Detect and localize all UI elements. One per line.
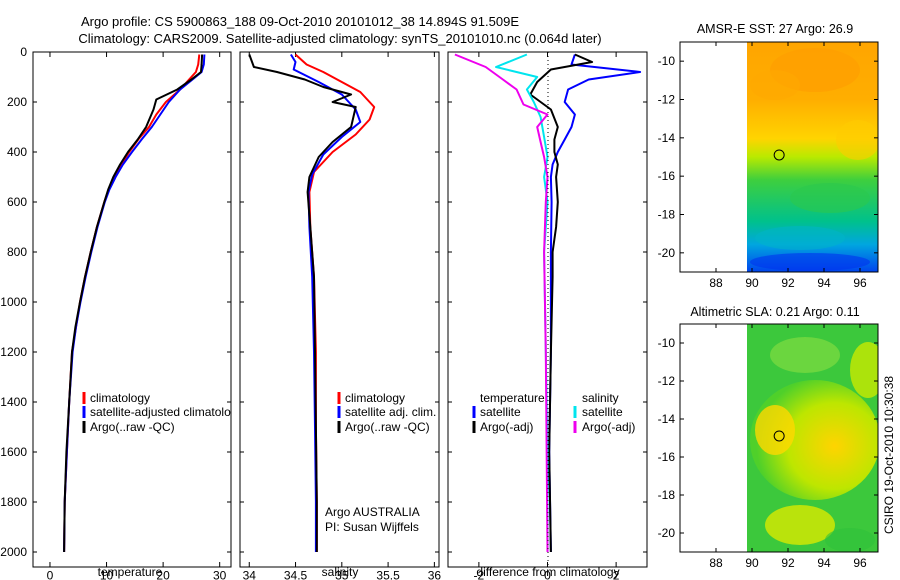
series-line-argo-raw-qc	[63, 54, 204, 553]
sst-lat-tick-label: -18	[658, 208, 676, 222]
sla-lon-tick-label: 88	[709, 556, 723, 570]
sla-lon-tick-label: 96	[853, 556, 867, 570]
sla-lat-tick-label: -14	[658, 412, 676, 426]
sst-lon-tick-label: 90	[745, 276, 759, 290]
series-line-temperature-argo-adj	[529, 53, 594, 553]
sla-lat-tick-label: -20	[658, 526, 676, 540]
sla-map-frame	[679, 323, 879, 553]
y-tick-label: 1400	[0, 395, 27, 409]
x-tick-label: 2	[613, 569, 620, 580]
legend-label-argo: Argo(..raw -QC)	[90, 420, 175, 434]
sst-lat-tick-label: -14	[658, 131, 676, 145]
legend-label-climatology: climatology	[345, 391, 405, 405]
difference-legend: temperature salinity satellite Argo(-adj…	[472, 391, 635, 434]
y-tick-label: 1200	[0, 345, 27, 359]
legend-label-argo: Argo(..raw -QC)	[345, 420, 430, 434]
y-tick-label: 1000	[0, 295, 27, 309]
sst-argo-position-marker	[773, 149, 785, 161]
x-tick-label: 0	[47, 569, 54, 580]
legend-label-temp-satellite: satellite	[480, 405, 521, 419]
sla-lat-tick-label: -12	[658, 374, 676, 388]
legend-title-salinity: salinity	[582, 391, 619, 405]
legend-label-sal-argo: Argo(-adj)	[582, 420, 635, 434]
sla-lon-tick-label: 94	[817, 556, 831, 570]
legend-label-temp-argo: Argo(-adj)	[480, 420, 533, 434]
sla-lon-tick-label: 92	[781, 556, 795, 570]
x-tick-label: 35	[335, 569, 349, 580]
y-tick-label: 0	[20, 45, 27, 59]
x-tick-label: 30	[213, 569, 227, 580]
sst-lon-tick-label: 92	[781, 276, 795, 290]
legend-label-satellite: satellite-adjusted climatology	[90, 405, 243, 419]
legend-title-temperature: temperature	[480, 391, 545, 405]
salinity-series	[248, 53, 376, 552]
figure-title-line1: Argo profile: CS 5900863_188 09-Oct-2010…	[81, 14, 519, 29]
figure-title-line2: Climatology: CARS2009. Satellite-adjuste…	[78, 31, 601, 46]
y-tick-label: 600	[7, 195, 27, 209]
sst-lon-tick-label: 94	[817, 276, 831, 290]
salinity-xlabel: salinity	[322, 565, 359, 579]
sla-map-title: Altimetric SLA: 0.21 Argo: 0.11	[690, 305, 859, 319]
y-tick-label: 800	[7, 245, 27, 259]
x-tick-label: -2	[474, 569, 485, 580]
credit-stamp: CSIRO 19-Oct-2010 10:30:38	[882, 376, 896, 534]
y-tick-label: 2000	[0, 545, 27, 559]
x-tick-label: 20	[156, 569, 170, 580]
sst-map-frame	[679, 41, 879, 273]
x-tick-label: 34	[243, 569, 257, 580]
sla-lat-tick-label: -10	[658, 336, 676, 350]
sla-lat-tick-label: -18	[658, 488, 676, 502]
sla-map	[680, 324, 878, 552]
sst-lon-tick-label: 96	[853, 276, 867, 290]
sst-lat-tick-label: -10	[658, 54, 676, 68]
salinity-legend: climatology satellite adj. clim. Argo(..…	[325, 391, 436, 534]
temperature-legend: climatology satellite-adjusted climatolo…	[82, 391, 243, 434]
x-tick-label: 36	[428, 569, 442, 580]
x-tick-label: 35.5	[376, 569, 400, 580]
x-tick-label: 0	[544, 569, 551, 580]
legend-label-satellite: satellite adj. clim.	[345, 405, 436, 419]
difference-series	[454, 53, 642, 553]
temperature-xlabel: temperature	[98, 565, 163, 579]
series-line-temperature-satellite	[548, 54, 642, 553]
y-tick-label: 1800	[0, 495, 27, 509]
sla-lat-tick-label: -16	[658, 450, 676, 464]
series-line-argo-raw-qc	[248, 54, 357, 552]
y-tick-label: 1600	[0, 445, 27, 459]
salinity-panel	[239, 51, 440, 568]
x-tick-label: 34.5	[284, 569, 308, 580]
map-axes-layer: 88 90 92 94 96 -10 -12 -14 -16 -18 -20 88 90 92 94 96 -1…	[658, 42, 878, 570]
legend-label-climatology: climatology	[90, 391, 150, 405]
sst-lat-tick-label: -16	[658, 169, 676, 183]
y-tick-label: 200	[7, 95, 27, 109]
sla-lon-tick-label: 90	[745, 556, 759, 570]
sst-map	[680, 42, 878, 272]
lines-layer	[63, 53, 642, 553]
sst-lon-tick-label: 88	[709, 276, 723, 290]
y-tick-label: 400	[7, 145, 27, 159]
sla-argo-position-marker	[773, 430, 785, 442]
sst-lat-tick-label: -12	[658, 93, 676, 107]
x-tick-label: 10	[100, 569, 114, 580]
legend-label-sal-satellite: satellite	[582, 405, 623, 419]
sst-lat-tick-label: -20	[658, 246, 676, 260]
sst-map-title: AMSR-E SST: 27 Argo: 26.9	[697, 22, 853, 36]
series-line-salinity-argo-adj	[454, 53, 549, 553]
temperature-series	[63, 54, 206, 553]
annotation-pi-name: PI: Susan Wijffels	[325, 520, 419, 534]
annotation-argo-australia: Argo AUSTRALIA	[325, 505, 420, 519]
temperature-panel	[32, 51, 232, 568]
difference-xlabel: difference from climatology	[476, 565, 619, 579]
